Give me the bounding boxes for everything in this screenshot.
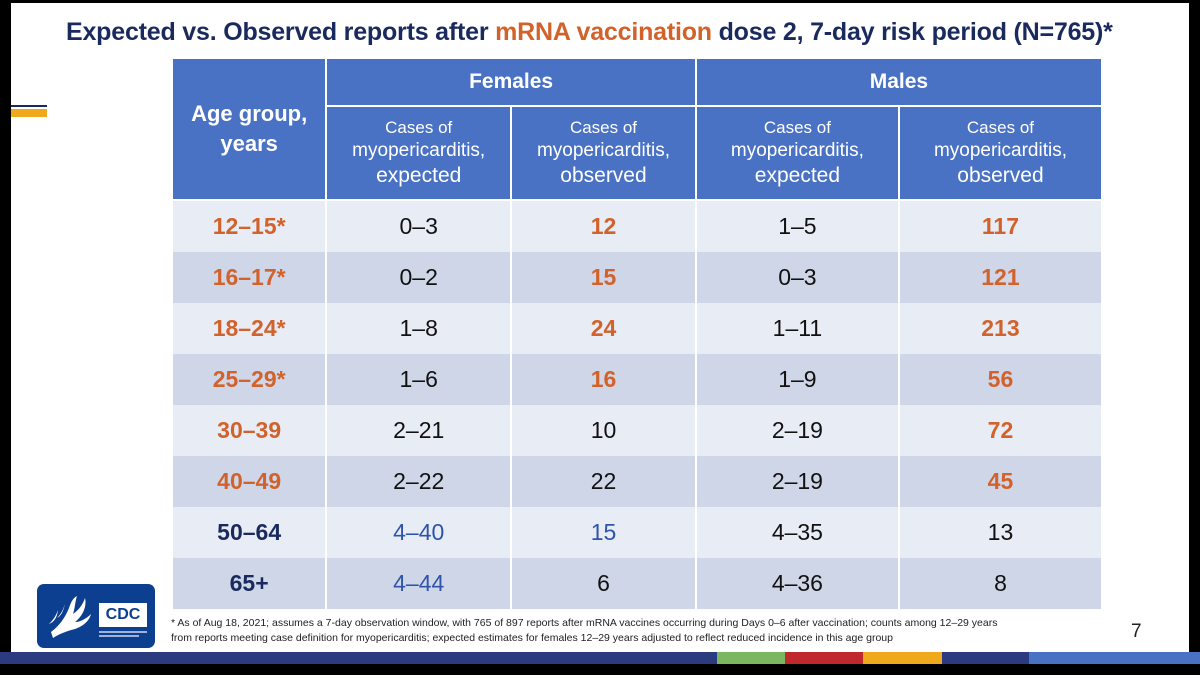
slide-title: Expected vs. Observed reports after mRNA… [66,18,1113,47]
male-observed-cell: 121 [897,252,1104,303]
males-observed-header: Cases of myopericarditis, observed [897,105,1104,201]
sub-header-row: Cases of myopericarditis, expected Cases… [172,105,1104,201]
sub-header-line1: Cases of [763,118,831,137]
hhs-eagle-icon [49,596,91,638]
table-row: 18–24* 1–8 24 1–11 213 [170,303,1104,354]
females-expected-header: Cases of myopericarditis, expected [325,105,513,201]
male-observed-cell: 117 [897,200,1104,252]
female-expected-cell: 0–2 [325,252,513,303]
male-expected-cell: 0–3 [694,252,900,303]
table-row: 50–64 4–40 15 4–35 13 [170,507,1104,558]
sub-header-line1: Cases of [966,118,1034,137]
footnote-line2: from reports meeting case definition for… [171,632,893,644]
strip-segment [942,652,1029,664]
male-expected-cell: 4–36 [694,558,900,609]
sub-header-line2: myopericarditis, [352,140,486,161]
male-expected-cell: 1–11 [694,303,900,354]
bottom-color-strip [0,652,1200,664]
male-expected-cell: 4–35 [694,507,900,558]
strip-segment [1029,652,1200,664]
female-expected-cell: 2–22 [325,456,513,507]
male-observed-cell: 8 [897,558,1104,609]
male-observed-cell: 213 [897,303,1104,354]
age-cell: 50–64 [170,507,328,558]
age-header-line1: Age group, [191,101,308,126]
page-number: 7 [1131,621,1142,642]
title-part2: dose 2, 7-day risk period (N=765)* [711,18,1113,46]
male-observed-cell: 45 [897,456,1104,507]
slide: Expected vs. Observed reports after mRNA… [11,3,1189,654]
male-observed-cell: 13 [897,507,1104,558]
male-observed-cell: 72 [897,405,1104,456]
sub-header-line3: observed [957,164,1044,187]
table-row: 30–39 2–21 10 2–19 72 [170,405,1104,456]
sub-header-line1: Cases of [385,118,453,137]
age-group-header: Age group, years [170,57,328,201]
female-expected-cell: 1–6 [325,354,513,405]
age-header-line2: years [220,131,278,156]
female-expected-cell: 0–3 [325,200,513,252]
male-expected-cell: 2–19 [694,456,900,507]
cdc-logo-box: CDC [99,603,147,627]
table-row: 16–17* 0–2 15 0–3 121 [170,252,1104,303]
female-observed-cell: 24 [510,303,697,354]
strip-segment [785,652,863,664]
male-expected-cell: 2–19 [694,405,900,456]
strip-segment [0,652,717,664]
female-expected-cell: 4–44 [325,558,513,609]
footnote: * As of Aug 18, 2021; assumes a 7-day ob… [171,616,1111,646]
females-observed-header: Cases of myopericarditis, observed [510,105,697,201]
age-cell: 16–17* [170,252,328,303]
accent-line [11,105,47,107]
age-cell: 40–49 [170,456,328,507]
female-observed-cell: 22 [510,456,697,507]
title-part1: Expected vs. Observed reports after [66,18,496,46]
females-header: Females [325,57,697,107]
strip-segment [863,652,942,664]
table-row: 25–29* 1–6 16 1–9 56 [170,354,1104,405]
female-observed-cell: 16 [510,354,697,405]
female-observed-cell: 15 [510,507,697,558]
age-cell: 30–39 [170,405,328,456]
age-cell: 18–24* [170,303,328,354]
title-accent: mRNA vaccination [495,18,712,46]
female-observed-cell: 12 [510,200,697,252]
age-cell: 65+ [170,558,328,609]
footnote-line1: * As of Aug 18, 2021; assumes a 7-day ob… [171,617,998,629]
sub-header-line2: myopericarditis, [730,140,864,161]
age-cell: 12–15* [170,200,328,252]
female-expected-cell: 2–21 [325,405,513,456]
logo-subtext-icon [99,631,147,637]
sub-header-line3: observed [560,164,647,187]
sub-header-line3: expected [754,164,841,187]
male-expected-cell: 1–5 [694,200,900,252]
strip-segment [717,652,785,664]
males-header: Males [694,57,1104,107]
sub-header-line2: myopericarditis, [536,140,670,161]
female-expected-cell: 1–8 [325,303,513,354]
female-expected-cell: 4–40 [325,507,513,558]
sub-header-line2: myopericarditis, [933,140,1067,161]
myopericarditis-table: Age group, years Females Males Cases of … [170,57,1104,609]
female-observed-cell: 10 [510,405,697,456]
cdc-logo: CDC [37,584,155,648]
male-expected-cell: 1–9 [694,354,900,405]
group-header-row: Age group, years Females Males [170,57,1104,201]
sub-header-line3: expected [376,164,462,187]
table-row: 65+ 4–44 6 4–36 8 [170,558,1104,609]
female-observed-cell: 15 [510,252,697,303]
sub-header-line1: Cases of [569,118,638,137]
males-expected-header: Cases of myopericarditis, expected [694,105,900,201]
table-row: 12–15* 0–3 12 1–5 117 [170,200,1104,252]
accent-bar [11,109,47,117]
table-row: 40–49 2–22 22 2–19 45 [170,456,1104,507]
age-cell: 25–29* [170,354,328,405]
male-observed-cell: 56 [897,354,1104,405]
female-observed-cell: 6 [510,558,697,609]
